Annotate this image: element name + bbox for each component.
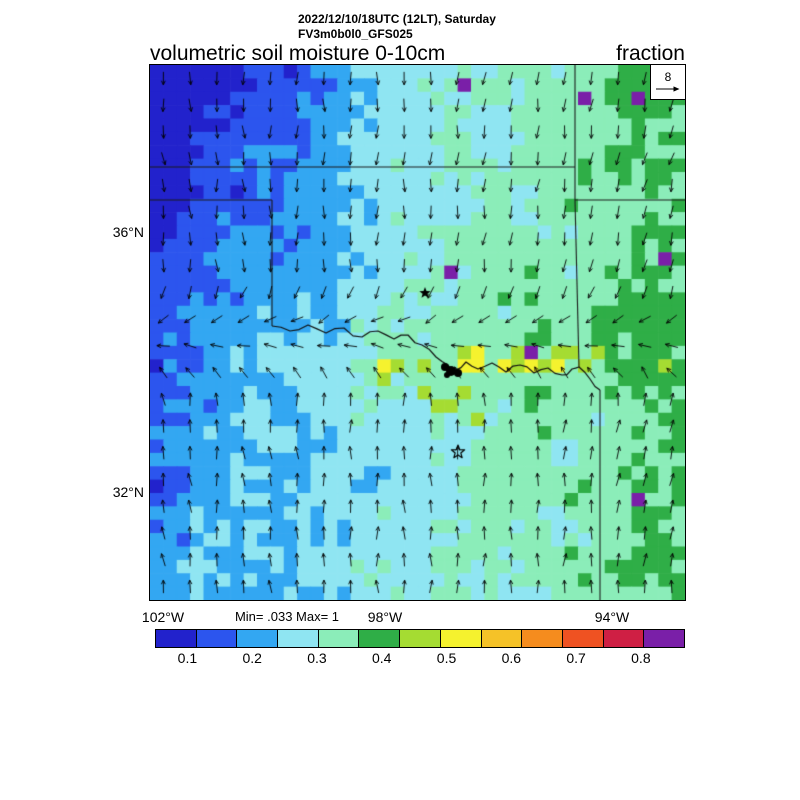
colorbar-segment <box>603 630 645 647</box>
lon-label-98w: 98°W <box>367 609 403 625</box>
colorbar-segment <box>318 630 360 647</box>
lat-label-36n: 36°N <box>112 224 144 240</box>
colorbar-ticks: 0.1 0.2 0.3 0.4 0.5 0.6 0.7 0.8 <box>155 650 683 666</box>
colorbar-tick-label: 0.8 <box>631 650 651 666</box>
soil-moisture-map-canvas <box>150 65 685 600</box>
colorbar-segment <box>481 630 523 647</box>
wind-reference-box: 8 <box>650 65 685 100</box>
header-datetime: 2022/12/10/18UTC (12LT), Saturday <box>298 12 496 26</box>
wind-reference-value: 8 <box>664 69 672 84</box>
colorbar-segment <box>400 630 441 647</box>
colorbar-tick-label: 0.5 <box>436 650 457 666</box>
colorbar-tick-label: 0.6 <box>501 650 522 666</box>
minmax-label: Min= .033 Max= 1 <box>234 609 340 624</box>
colorbar-tick-label: 0.1 <box>177 650 198 666</box>
colorbar-segment <box>278 630 319 647</box>
colorbar-segment <box>644 630 684 647</box>
lon-label-94w: 94°W <box>594 609 630 625</box>
plot-title: volumetric soil moisture 0-10cm <box>150 42 446 65</box>
colorbar-segment <box>562 630 604 647</box>
map-frame: 8 <box>149 64 686 601</box>
colorbar-segment <box>522 630 563 647</box>
colorbar <box>155 629 685 648</box>
colorbar-tick-label: 0.4 <box>372 650 392 666</box>
wind-reference-arrow-icon <box>656 85 680 92</box>
units-label: fraction <box>616 42 685 65</box>
colorbar-tick-label: 0.2 <box>242 650 262 666</box>
header-model-run: FV3m0b0l0_GFS025 <box>298 27 413 41</box>
colorbar-segment <box>196 630 238 647</box>
colorbar-tick-label: 0.3 <box>307 650 327 666</box>
colorbar-segment <box>440 630 482 647</box>
colorbar-tick-label: 0.7 <box>566 650 586 666</box>
colorbar-segment <box>359 630 401 647</box>
colorbar-segment <box>156 630 197 647</box>
lat-label-32n: 32°N <box>112 484 144 500</box>
colorbar-segment <box>237 630 279 647</box>
lon-label-102w: 102°W <box>141 609 185 625</box>
